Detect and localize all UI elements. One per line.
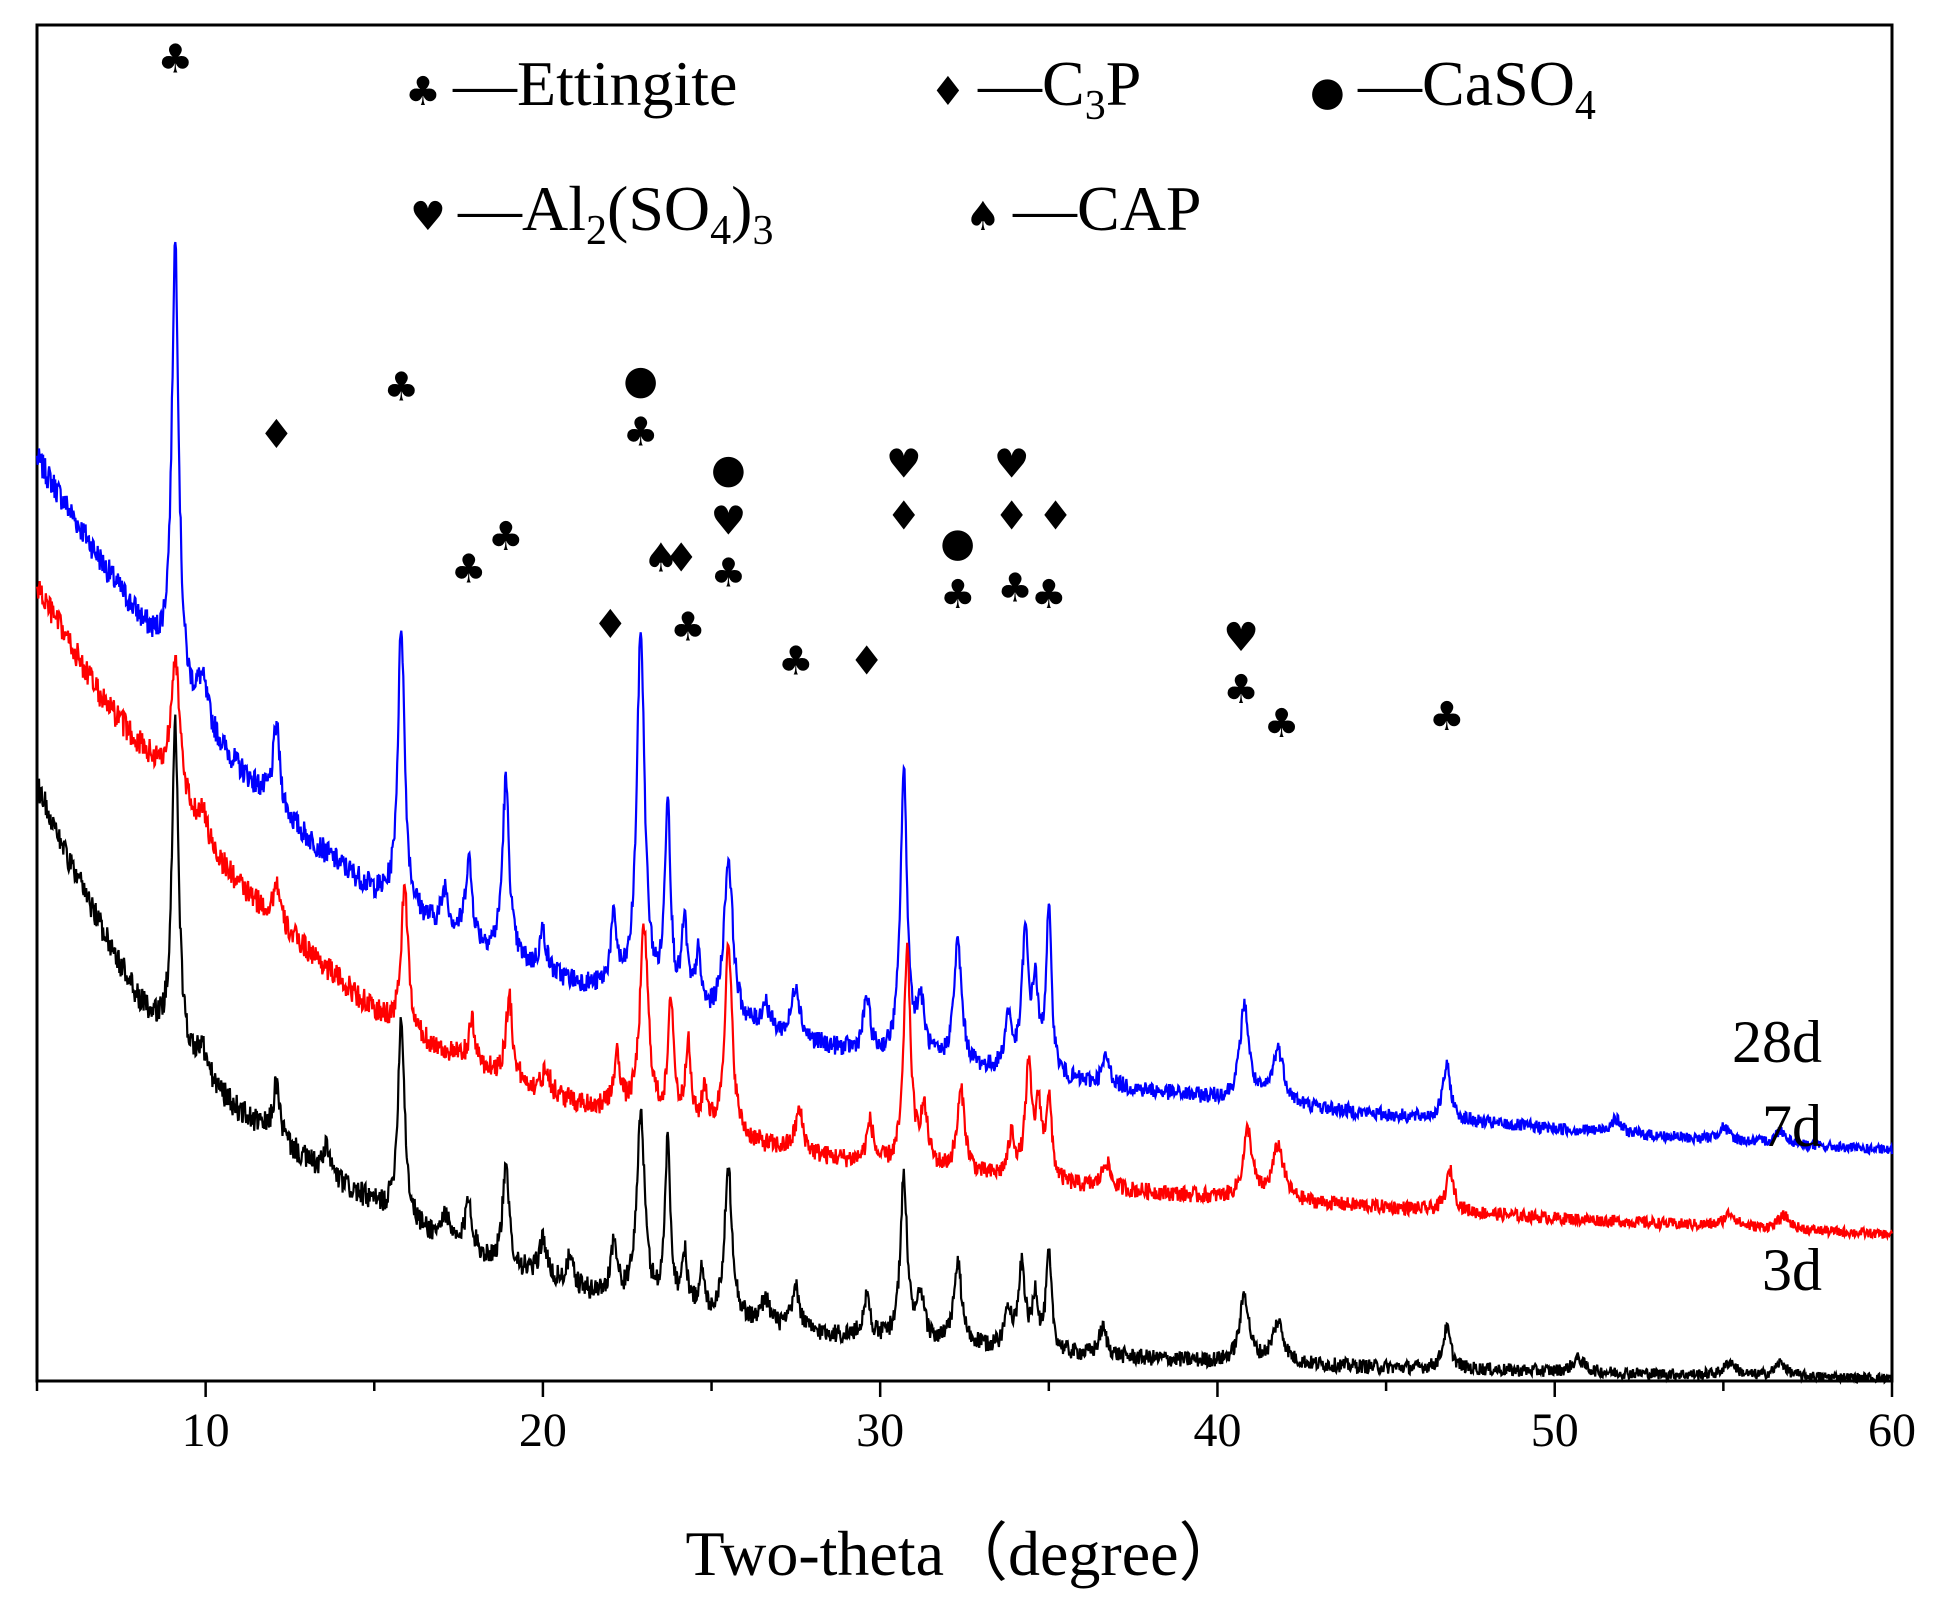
peak-marker-icon: ♥ — [886, 441, 922, 487]
x-tick-label: 10 — [182, 1404, 230, 1457]
series-line-3d — [35, 714, 1894, 1385]
peak-marker-icon: ♣ — [1031, 572, 1067, 618]
series-label-28d: 28d — [1732, 1009, 1822, 1075]
peak-marker-icon: ♦ — [259, 412, 295, 458]
legend: ♣ —Ettingite ♦ —C3P ● —CaSO4 ♥ —Al2(SO4)3 ♠ —CAP — [405, 48, 1596, 254]
diamond-icon: ♦ — [930, 69, 966, 115]
series-label-3d: 3d — [1762, 1237, 1822, 1303]
x-tick-label: 60 — [1868, 1404, 1916, 1457]
legend-label: —C3P — [977, 48, 1141, 129]
peak-marker-icon: ♣ — [383, 365, 419, 411]
peak-marker-icon: ● — [623, 357, 658, 403]
x-tick-label: 40 — [1193, 1404, 1241, 1457]
peak-marker-icon: ♦ — [663, 535, 699, 581]
peak-marker-icon: ♦ — [994, 493, 1030, 539]
peak-marker-icon: ♣ — [997, 565, 1033, 611]
circle-icon: ● — [1310, 69, 1345, 115]
peak-marker-icon: ♣ — [670, 605, 706, 651]
legend-label: —Ettingite — [452, 48, 737, 119]
plot-frame — [35, 23, 1894, 1383]
legend-label: —Al2(SO4)3 — [457, 173, 773, 254]
peak-marker-icon: ♥ — [1223, 615, 1259, 661]
peak-marker-icon: ♦ — [1038, 493, 1074, 539]
peak-marker-icon: ♣ — [488, 514, 524, 560]
legend-item-CaSO4: ● —CaSO4 — [1310, 48, 1596, 129]
peak-marker-icon: ● — [711, 446, 746, 492]
peak-marker-icon: ♥ — [710, 498, 746, 544]
peak-marker-icon: ♦ — [886, 493, 922, 539]
peak-marker-icon: ♣ — [940, 572, 976, 618]
peak-marker-icon: ♣ — [451, 546, 487, 592]
legend-item-Ettingite: ♣ —Ettingite — [405, 48, 737, 119]
peak-marker-icon: ♣ — [710, 550, 746, 596]
peak-marker-icon: ♣ — [1429, 694, 1465, 740]
series-line-7d — [35, 580, 1894, 1242]
series-line-28d — [35, 241, 1894, 1156]
x-tick-label: 50 — [1531, 1404, 1579, 1457]
peak-marker-icon: ♦ — [592, 602, 628, 648]
legend-item-Al2(SO4)3: ♥ —Al2(SO4)3 — [410, 173, 773, 254]
x-axis-ticks: 10 20 30 40 50 60 — [35, 1381, 1916, 1457]
peak-marker-icon: ♦ — [849, 639, 885, 685]
peak-annotations: ♣♦♣♣♣♦♣●♠♦♣♣♥●♣ ♦♦♥♣●♦♥♣♣♦♣♥♣ ♣ — [157, 36, 1464, 746]
peak-marker-icon: ♠ — [643, 535, 679, 581]
peak-marker-icon: ♥ — [994, 441, 1030, 487]
peak-marker-icon: ● — [940, 520, 975, 566]
series-label-7d: 7d — [1762, 1093, 1822, 1159]
x-tick-label: 30 — [856, 1404, 904, 1457]
legend-label: —CaSO4 — [1357, 48, 1596, 129]
x-tick-label: 20 — [519, 1404, 567, 1457]
spade-icon: ♠ — [965, 194, 1001, 240]
series-layer: 28d 7d 3d — [35, 241, 1894, 1385]
legend-item-C3P: ♦ —C3P — [930, 48, 1141, 129]
peak-marker-icon: ♣ — [623, 409, 659, 455]
peak-marker-icon: ♣ — [1223, 667, 1259, 713]
heart-icon: ♥ — [410, 194, 446, 240]
x-axis-label: Two-theta（degree） — [685, 1518, 1242, 1589]
peak-marker-icon: ♣ — [778, 639, 814, 685]
peak-marker-icon: ♣ — [1264, 701, 1300, 747]
club-icon: ♣ — [405, 69, 441, 115]
legend-label: —CAP — [1012, 173, 1202, 244]
legend-item-CAP: ♠ —CAP — [965, 173, 1202, 244]
peak-marker-icon: ♣ — [157, 36, 193, 82]
